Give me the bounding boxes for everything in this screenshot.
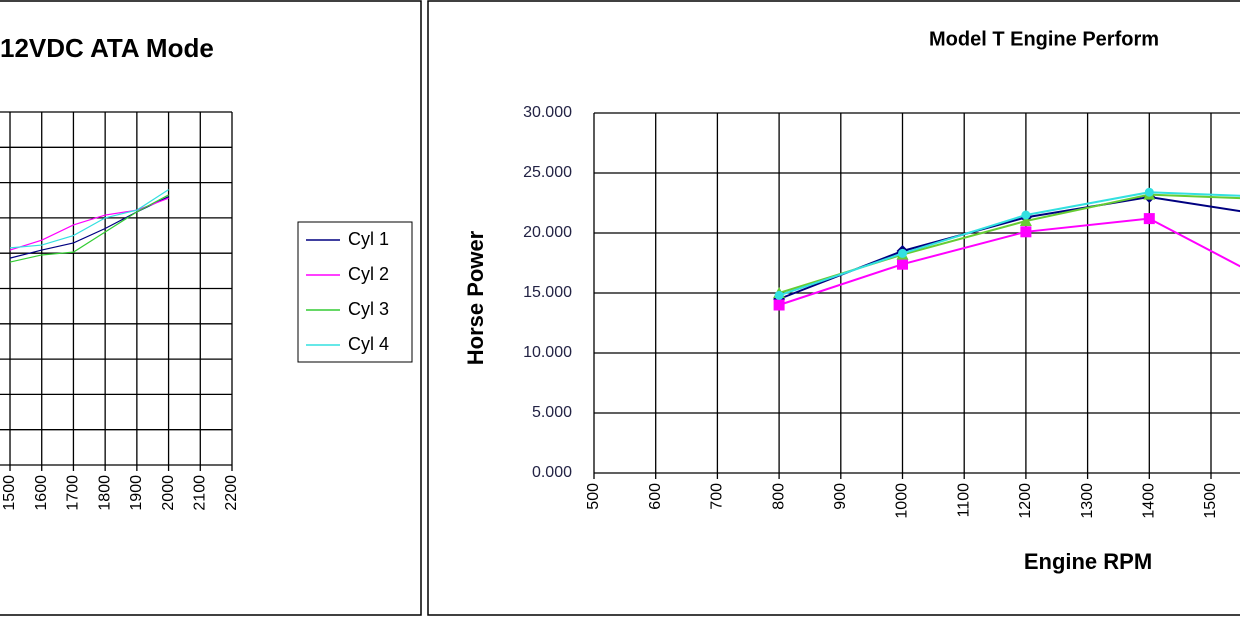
x-tick-label: 900: [832, 483, 849, 510]
right-panel: Model T Engine Perform 0.000 5.000 10.000 15…: [427, 0, 1240, 616]
y-tick-label: 15.000: [523, 284, 572, 301]
x-tick-label: 1700: [65, 475, 82, 511]
marker: [773, 299, 785, 311]
chart-title: 12VDC ATA Mode: [0, 33, 214, 63]
series-line: [9, 197, 169, 251]
legend-label: Cyl 4: [348, 334, 389, 354]
marker: [1020, 226, 1032, 238]
marker: [1021, 210, 1031, 220]
series-line: [9, 194, 169, 263]
x-tick-label: 600: [647, 483, 664, 510]
x-tick-label: 1300: [1079, 483, 1096, 519]
x-axis-label: Engine RPM: [1024, 549, 1152, 574]
series-line: [9, 189, 169, 249]
x-tick-label: 1600: [33, 475, 50, 511]
y-tick-label: 0.000: [532, 464, 572, 481]
x-tick-label: 1500: [1, 475, 18, 511]
x-tick-label: 2000: [160, 475, 177, 511]
x-tick-label: 1900: [128, 475, 145, 511]
x-tick-label: 1500: [1202, 483, 1219, 519]
legend-label: Cyl 1: [348, 229, 389, 249]
x-tick-label: 1000: [894, 483, 911, 519]
y-axis-label: Horse Power: [463, 230, 488, 365]
x-tick-label: 1800: [96, 475, 113, 511]
marker: [898, 248, 907, 258]
x-tick-label: 1400: [1141, 483, 1158, 519]
x-tick-label: 2200: [223, 475, 240, 511]
legend-box: [297, 221, 413, 363]
legend-label: Cyl 2: [348, 264, 389, 284]
x-tick-label: 700: [709, 483, 726, 510]
marker: [897, 258, 908, 270]
y-tick-label: 20.000: [523, 224, 572, 241]
marker: [774, 290, 784, 300]
x-tick-label: 1200: [1017, 483, 1034, 519]
marker: [1143, 213, 1155, 225]
legend-label: Cyl 3: [348, 299, 389, 319]
marker: [1019, 215, 1032, 226]
x-tick-label: 800: [770, 483, 787, 510]
y-tick-label: 25.000: [523, 164, 572, 181]
x-tick-label: 2100: [192, 475, 209, 511]
left-panel: 12VDC ATA Mode 1500 1600 1700 1800 1900 2000 21…: [0, 0, 422, 616]
y-tick-label: 5.000: [532, 404, 572, 421]
marker: [1144, 187, 1154, 197]
y-tick-label: 30.000: [523, 104, 572, 121]
x-tick-label: 1100: [955, 483, 972, 518]
x-tick-label: 500: [585, 483, 602, 510]
chart-title: Model T Engine Perform: [929, 28, 1159, 50]
y-tick-label: 10.000: [523, 344, 572, 361]
